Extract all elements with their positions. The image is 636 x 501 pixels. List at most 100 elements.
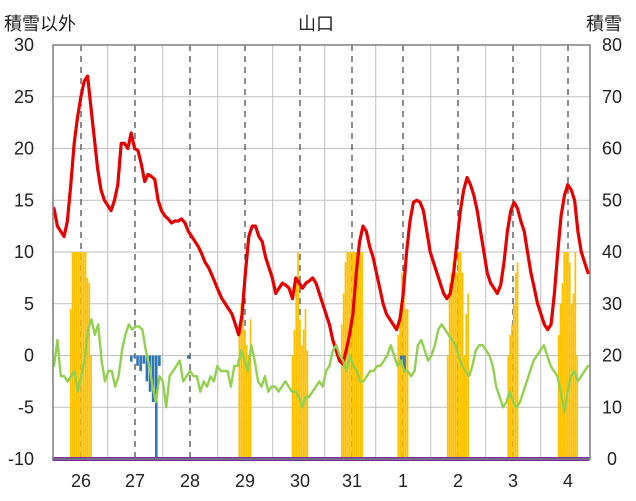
snow-depth-bar xyxy=(69,308,72,459)
chart-title: 山口 xyxy=(298,14,334,35)
snow-depth-bar xyxy=(514,272,517,459)
snow-depth-bar xyxy=(465,314,468,459)
snow-depth-bar xyxy=(306,350,309,459)
snow-depth-bar xyxy=(344,262,347,459)
snow-depth-bar xyxy=(459,252,462,459)
y-right-tick-label: 20 xyxy=(602,346,622,366)
x-tick-label: 28 xyxy=(180,471,200,491)
snow-depth-bar xyxy=(342,293,345,459)
snow-depth-bar xyxy=(559,303,562,459)
snow-depth-bar xyxy=(567,252,569,459)
snow-depth-bar xyxy=(293,329,296,459)
x-tick-label: 4 xyxy=(563,471,573,491)
snow-depth-bar xyxy=(446,355,449,459)
snow-depth-bar xyxy=(340,324,343,459)
x-tick-label: 1 xyxy=(398,471,408,491)
y-right-tick-label: 10 xyxy=(602,397,622,417)
precipitation-bar xyxy=(187,355,190,359)
x-tick-label: 3 xyxy=(508,471,518,491)
x-tick-label: 2 xyxy=(453,471,463,491)
precipitation-bar xyxy=(139,355,142,372)
snow-depth-bar xyxy=(448,283,451,459)
snow-depth-bar xyxy=(450,272,453,459)
snow-depth-bar xyxy=(81,252,83,459)
snow-depth-bar xyxy=(359,252,362,459)
x-tick-label: 26 xyxy=(71,471,91,491)
snow-depth-bar xyxy=(511,324,513,459)
snow-depth-bar xyxy=(513,303,515,459)
snow-depth-bar xyxy=(568,262,571,459)
snow-depth-bar xyxy=(242,314,244,459)
snow-depth-bar xyxy=(346,252,349,459)
snow-depth-bar xyxy=(397,334,400,459)
y-left-tick-label: -5 xyxy=(18,397,34,417)
snow-depth-bar xyxy=(454,272,456,459)
snow-depth-bar xyxy=(79,252,81,459)
y-right-tick-label: 30 xyxy=(602,294,622,314)
left-axis-title: 積雪以外 xyxy=(4,14,76,35)
snow-depth-bar xyxy=(295,277,298,459)
snow-depth-bar xyxy=(82,252,85,459)
y-left-tick-label: 10 xyxy=(14,242,34,262)
precipitation-bar xyxy=(154,355,158,459)
y-left-tick-label: 25 xyxy=(14,87,34,107)
snow-depth-bar xyxy=(557,334,560,459)
snow-depth-bar xyxy=(456,272,458,459)
snow-depth-bar xyxy=(355,252,358,459)
snow-depth-bar xyxy=(507,355,510,459)
snow-depth-bar xyxy=(249,319,252,459)
series-line xyxy=(52,74,590,366)
y-right-tick-label: 40 xyxy=(602,242,622,262)
snow-depth-bar xyxy=(563,252,566,459)
precipitation-bar xyxy=(136,355,139,366)
x-tick-label: 31 xyxy=(342,471,362,491)
snow-depth-bar xyxy=(352,252,354,459)
snow-depth-bar xyxy=(576,355,579,459)
snow-depth-bar xyxy=(403,288,405,459)
y-left-tick-label: 15 xyxy=(14,190,34,210)
plot-frame xyxy=(52,44,591,460)
series-line xyxy=(52,318,590,414)
snow-depth-bar xyxy=(90,355,92,459)
snow-depth-bar xyxy=(86,277,89,459)
precipitation-bar xyxy=(145,355,149,382)
y-right-tick-label: 70 xyxy=(602,87,622,107)
snow-depth-bar xyxy=(361,252,363,459)
precipitation-bar xyxy=(151,355,155,403)
snow-depth-bar xyxy=(516,262,519,459)
snow-depth-bar xyxy=(463,355,466,459)
snow-depth-bar xyxy=(77,252,79,459)
snow-depth-bar xyxy=(404,308,407,459)
snow-depth-bar xyxy=(565,252,567,459)
snow-depth-bar xyxy=(353,252,356,459)
y-left-tick-label: 5 xyxy=(24,294,34,314)
x-tick-label: 27 xyxy=(125,471,145,491)
snow-depth-bar xyxy=(88,283,91,459)
snow-depth-bar xyxy=(399,314,401,459)
y-left-tick-label: 30 xyxy=(14,35,34,55)
precipitation-bar xyxy=(158,355,161,366)
snow-depth-bar xyxy=(561,283,564,459)
snow-depth-bar xyxy=(572,293,575,459)
y-right-tick-label: 50 xyxy=(602,190,622,210)
precipitation-bar xyxy=(133,355,136,358)
snow-depth-bar xyxy=(238,334,241,459)
y-right-tick-label: 80 xyxy=(602,35,622,55)
precipitation-bar xyxy=(130,355,133,362)
y-left-tick-label: 20 xyxy=(14,139,34,159)
snow-depth-bar xyxy=(357,252,360,459)
snow-depth-bar xyxy=(406,308,409,459)
snow-depth-bar xyxy=(574,252,577,459)
snow-depth-bar xyxy=(71,252,74,459)
snow-depth-bar xyxy=(75,252,78,459)
snow-depth-bar xyxy=(240,303,243,459)
snow-depth-bar xyxy=(244,329,246,459)
right-axis-title: 積雪 xyxy=(586,14,622,35)
snow-depth-bar xyxy=(297,252,299,459)
precipitation-bar xyxy=(142,355,146,364)
y-left-tick-label: 0 xyxy=(24,346,34,366)
x-tick-label: 30 xyxy=(290,471,310,491)
snow-depth-bar xyxy=(509,334,511,459)
precipitation-bar xyxy=(403,355,406,373)
